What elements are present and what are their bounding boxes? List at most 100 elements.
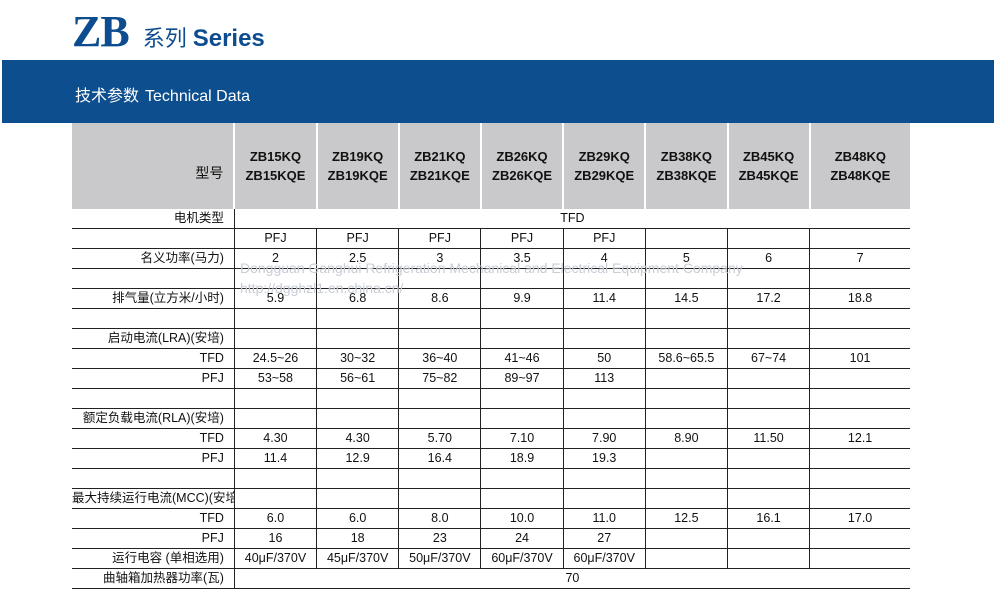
row-label: 名义功率(马力) bbox=[72, 248, 235, 269]
table-cell bbox=[644, 268, 728, 289]
table-cell: 6.0 bbox=[233, 508, 317, 529]
table-cell bbox=[480, 488, 564, 509]
row-label bbox=[72, 268, 235, 289]
table-cell: 113 bbox=[562, 368, 646, 389]
table-cell bbox=[644, 228, 728, 249]
model-name: ZB15KQE bbox=[245, 168, 306, 183]
spec-table: 型号 ZB15KQ ZB15KQE ZB19KQ ZB19KQE ZB21KQ ZB21KQ… bbox=[72, 123, 910, 589]
table-cell bbox=[644, 528, 728, 549]
table-cell: 6 bbox=[726, 248, 810, 269]
model-name: ZB21KQ bbox=[414, 149, 466, 164]
table-cell bbox=[233, 388, 317, 409]
model-name: ZB19KQ bbox=[332, 149, 384, 164]
table-cell bbox=[644, 388, 728, 409]
table-cell: PFJ bbox=[316, 228, 399, 249]
table-cell bbox=[398, 308, 481, 329]
table-cell bbox=[233, 488, 317, 509]
table-cell: 101 bbox=[809, 348, 910, 369]
model-name: ZB38KQ bbox=[660, 149, 713, 164]
table-cell bbox=[316, 308, 399, 329]
row-label: PFJ bbox=[72, 448, 235, 469]
table-cell bbox=[809, 408, 910, 429]
table-cell: 2.5 bbox=[316, 248, 399, 269]
table-cell: 45μF/370V bbox=[316, 548, 399, 569]
table-cell bbox=[233, 308, 317, 329]
table-cell bbox=[726, 388, 810, 409]
table-cell: 16.1 bbox=[726, 508, 810, 529]
table-cell: TFD bbox=[233, 209, 910, 229]
model-name: ZB26KQE bbox=[492, 168, 553, 183]
table-cell: PFJ bbox=[562, 228, 646, 249]
table-cell: 12.9 bbox=[316, 448, 399, 469]
table-cell: 18.9 bbox=[480, 448, 564, 469]
table-cell: 7 bbox=[809, 248, 910, 269]
table-cell bbox=[398, 408, 481, 429]
table-cell: 17.0 bbox=[809, 508, 910, 529]
table-cell: 8.6 bbox=[398, 288, 481, 309]
table-cell: 5 bbox=[644, 248, 728, 269]
model-name: ZB29KQE bbox=[574, 168, 635, 183]
model-name: ZB21KQE bbox=[409, 168, 470, 183]
table-cell: 18.8 bbox=[809, 288, 910, 309]
table-row: 排气量(立方米/小时) 5.9 6.8 8.6 9.9 11.4 14.5 17.2 18.8 bbox=[72, 288, 910, 309]
table-cell bbox=[316, 268, 399, 289]
table-row: 名义功率(马力) 2 2.5 3 3.5 4 5 6 7 bbox=[72, 248, 910, 269]
table-cell bbox=[480, 468, 564, 489]
table-cell bbox=[809, 228, 910, 249]
table-cell: 5.9 bbox=[233, 288, 317, 309]
table-cell: 4.30 bbox=[316, 428, 399, 449]
model-name: ZB19KQE bbox=[327, 168, 388, 183]
table-cell bbox=[726, 308, 810, 329]
table-cell bbox=[809, 548, 910, 569]
table-cell: 23 bbox=[398, 528, 481, 549]
table-header-row: 型号 ZB15KQ ZB15KQE ZB19KQ ZB19KQE ZB21KQ ZB21KQ… bbox=[72, 123, 910, 209]
row-label: 电机类型 bbox=[72, 209, 235, 229]
table-cell bbox=[480, 388, 564, 409]
table-cell: PFJ bbox=[480, 228, 564, 249]
model-name: ZB15KQ bbox=[249, 149, 302, 164]
section-title-en: Technical Data bbox=[145, 88, 250, 105]
table-cell bbox=[562, 408, 646, 429]
table-row: PFJ PFJ PFJ PFJ PFJ bbox=[72, 228, 910, 249]
model-name: ZB45KQE bbox=[738, 168, 799, 183]
model-header: ZB15KQ ZB15KQE bbox=[233, 123, 317, 209]
table-cell: PFJ bbox=[233, 228, 317, 249]
table-cell: 18 bbox=[316, 528, 399, 549]
table-cell bbox=[562, 328, 646, 349]
table-row bbox=[72, 308, 910, 329]
model-name: ZB29KQ bbox=[578, 149, 630, 164]
model-header: ZB45KQ ZB45KQE bbox=[726, 123, 810, 209]
table-cell bbox=[726, 268, 810, 289]
table-cell: 53~58 bbox=[233, 368, 317, 389]
table-cell bbox=[480, 328, 564, 349]
table-cell: 17.2 bbox=[726, 288, 810, 309]
table-cell: 50μF/370V bbox=[398, 548, 481, 569]
table-cell bbox=[726, 468, 810, 489]
table-row: PFJ 16 18 23 24 27 bbox=[72, 528, 910, 549]
table-cell bbox=[562, 308, 646, 329]
row-label: 最大持续运行电流(MCC)(安培) bbox=[72, 488, 235, 509]
table-cell: 24 bbox=[480, 528, 564, 549]
table-cell: 3.5 bbox=[480, 248, 564, 269]
table-cell: 5.70 bbox=[398, 428, 481, 449]
row-label: 运行电容 (单相选用) bbox=[72, 548, 235, 569]
table-cell bbox=[644, 368, 728, 389]
table-cell: 16 bbox=[233, 528, 317, 549]
table-cell bbox=[480, 408, 564, 429]
row-label bbox=[72, 228, 235, 249]
row-label: 排气量(立方米/小时) bbox=[72, 288, 235, 309]
row-label bbox=[72, 468, 235, 489]
table-cell: 60μF/370V bbox=[480, 548, 564, 569]
table-cell: 3 bbox=[398, 248, 481, 269]
brand-header: ZB 系列 Series bbox=[72, 6, 265, 56]
table-cell bbox=[809, 388, 910, 409]
table-row: 电机类型 TFD bbox=[72, 209, 910, 229]
table-cell: 4.30 bbox=[233, 428, 317, 449]
table-cell bbox=[233, 328, 317, 349]
table-row: 最大持续运行电流(MCC)(安培) bbox=[72, 488, 910, 509]
table-cell bbox=[398, 328, 481, 349]
model-header: ZB29KQ ZB29KQE bbox=[562, 123, 646, 209]
table-cell bbox=[562, 468, 646, 489]
table-row: TFD 6.0 6.0 8.0 10.0 11.0 12.5 16.1 17.0 bbox=[72, 508, 910, 529]
table-cell bbox=[726, 548, 810, 569]
